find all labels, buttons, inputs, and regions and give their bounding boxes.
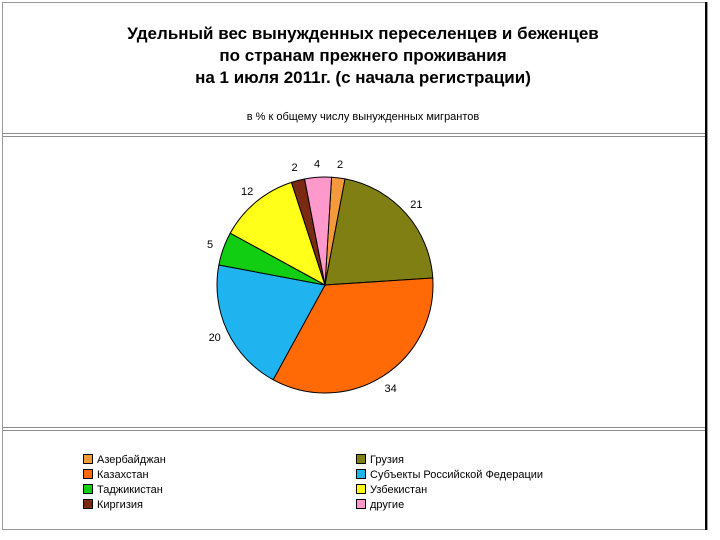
pie-slice-8 [303, 176, 333, 286]
chart-panel: 2 21 34 20 5 12 2 4 [3, 137, 707, 427]
legend-swatch [356, 499, 366, 510]
title-line-2: по странам прежнего проживания [219, 46, 507, 65]
legend-swatch [356, 469, 366, 480]
legend-label: Азербайджан [97, 454, 166, 466]
pie-chart: 2 21 34 20 5 12 2 4 [207, 158, 434, 395]
title-panel: Удельный вес вынужденных переселенцев и … [3, 3, 707, 134]
legend-item: Субъекты Российской Федерации [356, 468, 543, 482]
legend-item: Казахстан [83, 468, 149, 482]
pie-slice-4 [216, 264, 326, 381]
title-line-1: Удельный вес вынужденных переселенцев и … [127, 24, 599, 43]
legend-item: Таджикистан [83, 483, 163, 497]
pie-slices [216, 176, 434, 394]
pie-slice-6 [229, 181, 326, 287]
legend-label: Грузия [370, 454, 404, 466]
legend-label: Узбекистан [370, 484, 428, 496]
separator-line [3, 427, 707, 428]
legend-label: Таджикистан [97, 484, 163, 496]
slice-value-label: 2 [337, 159, 343, 171]
legend-swatch [83, 454, 93, 465]
legend-label: Казахстан [97, 469, 149, 481]
chart-title: Удельный вес вынужденных переселенцев и … [43, 23, 683, 89]
slice-value-label: 5 [207, 239, 213, 251]
pie-slice-2 [324, 178, 434, 286]
legend-swatch [83, 499, 93, 510]
slice-value-label: 4 [314, 158, 320, 170]
slice-value-label: 2 [291, 162, 297, 174]
legend-swatch [356, 454, 366, 465]
pie-labels: 2 21 34 20 5 12 2 4 [207, 158, 422, 395]
legend-item: Узбекистан [356, 483, 427, 497]
slice-value-label: 12 [241, 186, 253, 198]
legend-item: Азербайджан [83, 453, 166, 467]
legend-label: Субъекты Российской Федерации [370, 469, 544, 481]
slice-value-label: 20 [209, 332, 221, 344]
slice-value-label: 34 [384, 383, 396, 395]
title-line-3: на 1 июля 2011г. (с начала регистрации) [195, 68, 531, 87]
legend-label: Киргизия [97, 499, 143, 511]
legend-item: Грузия [356, 453, 404, 467]
page-edge-rule [705, 2, 707, 530]
chart-frame: Удельный вес вынужденных переселенцев и … [2, 2, 708, 530]
separator-line [3, 136, 707, 137]
chart-subtitle: в % к общему числу вынужденных мигрантов [246, 111, 480, 123]
legend-swatch [83, 484, 93, 495]
legend-item: Киргизия [83, 498, 143, 512]
legend-label: другие [370, 499, 405, 511]
legend-item: другие [356, 498, 404, 512]
slice-value-label: 21 [410, 199, 422, 211]
legend-swatch [356, 484, 366, 495]
chart-legend: Азербайджан Грузия Казахстан Субъекты Росси… [3, 430, 707, 530]
legend-swatch [83, 469, 93, 480]
